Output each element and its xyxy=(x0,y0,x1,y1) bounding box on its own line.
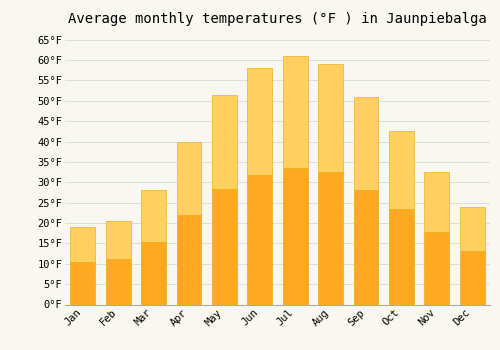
Bar xyxy=(283,56,308,168)
Bar xyxy=(389,131,414,209)
Bar xyxy=(141,190,166,242)
Bar xyxy=(248,175,272,304)
Bar xyxy=(389,209,414,304)
Bar xyxy=(106,259,130,304)
Bar xyxy=(424,232,450,304)
Bar xyxy=(176,141,202,215)
Bar xyxy=(70,262,95,304)
Bar xyxy=(460,207,484,251)
Bar xyxy=(248,68,272,175)
Bar xyxy=(212,189,237,304)
Bar xyxy=(70,227,95,262)
Bar xyxy=(176,215,202,304)
Bar xyxy=(424,172,450,232)
Bar xyxy=(354,97,378,190)
Bar xyxy=(460,251,484,304)
Bar xyxy=(318,172,343,304)
Bar xyxy=(283,168,308,304)
Bar xyxy=(354,190,378,304)
Bar xyxy=(318,64,343,172)
Bar xyxy=(141,242,166,304)
Bar xyxy=(212,94,237,189)
Bar xyxy=(106,221,130,259)
Title: Average monthly temperatures (°F ) in Jaunpiebalga: Average monthly temperatures (°F ) in Ja… xyxy=(68,12,487,26)
